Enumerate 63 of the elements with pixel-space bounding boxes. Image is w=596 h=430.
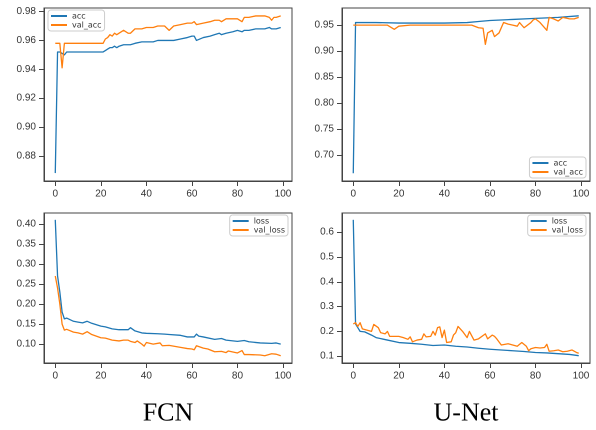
y-tick-label: 0.20 [16,298,36,310]
line-series [54,15,282,68]
y-tick-label: 0.15 [16,318,36,330]
legend-label: val_loss [552,226,583,234]
x-tick-label: 0 [350,370,356,382]
x-tick-label: 100 [572,188,590,200]
y-tick-label: 0.10 [16,338,36,350]
y-tick-label: 0.88 [16,150,36,162]
line-series [352,322,580,354]
x-tick-label: 40 [438,188,450,200]
y-tick-label: 0.95 [314,20,334,31]
y-tick-label: 0.40 [16,218,36,230]
y-tick-label: 0.2 [320,326,334,337]
x-tick-label: 60 [186,370,198,382]
legend-label: val_acc [553,168,584,176]
y-tick-label: 0.3 [320,301,334,312]
y-tick-label: 0.75 [314,124,334,135]
x-tick-label: 100 [274,188,292,200]
line-series [54,275,282,356]
x-tick-label: 20 [393,188,405,200]
x-tick-label: 40 [140,188,152,200]
x-tick-label: 80 [232,188,244,200]
x-axis-title: FCN [142,398,194,426]
x-tick-label: 0 [52,370,58,382]
y-tick-label: 0.30 [16,258,36,270]
x-tick-label: 20 [95,370,107,382]
line-series [352,16,580,46]
legend-label: loss [254,216,270,226]
y-tick-label: 0.92 [16,92,36,104]
x-tick-label: 60 [484,188,496,200]
x-tick-label: 40 [140,370,152,382]
x-tick-label: 100 [572,370,590,382]
x-tick-label: 100 [274,370,292,382]
x-axis-title: U-Net [434,398,500,426]
legend-label: loss [552,216,568,226]
y-tick-label: 0.1 [320,350,334,362]
legend-label: val_acc [72,20,102,30]
y-tick-label: 0.85 [314,72,334,83]
y-tick-label: 0.94 [16,64,36,75]
x-tick-label: 20 [393,370,405,382]
y-tick-label: 0.5 [320,252,334,263]
y-tick-label: 0.4 [320,276,334,288]
y-tick-label: 0.35 [16,238,36,250]
y-tick-label: 0.80 [314,98,334,109]
legend-label: val_loss [254,226,285,234]
y-tick-label: 0.96 [16,34,36,46]
x-tick-label: 80 [530,188,542,200]
x-tick-label: 80 [232,370,244,382]
y-tick-label: 0.90 [314,46,334,57]
y-tick-label: 0.98 [16,6,36,18]
legend-label: acc [72,12,86,20]
y-tick-label: 0.90 [16,121,36,132]
legend-label: acc [553,158,568,168]
x-tick-label: 20 [95,188,107,200]
x-tick-label: 60 [186,188,198,200]
x-tick-label: 60 [484,370,496,382]
x-tick-label: 0 [350,188,356,200]
y-tick-label: 0.70 [314,150,334,161]
x-tick-label: 0 [52,188,58,200]
y-tick-label: 0.25 [16,278,36,290]
x-tick-label: 80 [530,370,542,382]
x-tick-label: 40 [438,370,450,382]
y-tick-label: 0.6 [320,226,334,238]
